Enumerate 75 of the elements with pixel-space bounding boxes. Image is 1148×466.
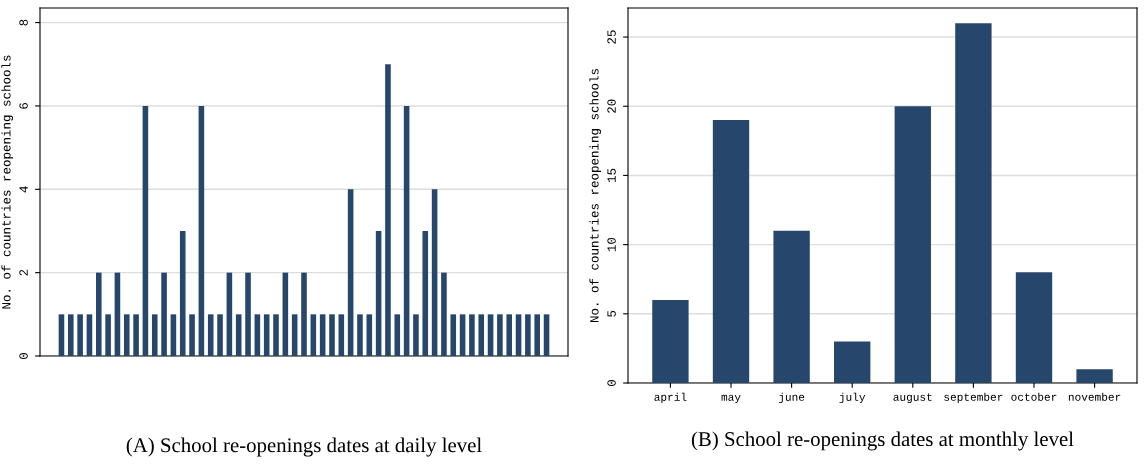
y-tick-label: 4 (19, 186, 28, 193)
y-tick-label: 15 (607, 168, 616, 183)
bar (161, 272, 167, 356)
bar (834, 341, 871, 383)
y-tick-label: 10 (607, 237, 616, 252)
bar (95, 272, 102, 356)
y-axis-title: No. of countries reopening schools (1, 55, 14, 309)
bar (712, 120, 750, 383)
bar (170, 314, 177, 356)
bar (1076, 369, 1113, 383)
bar (450, 314, 457, 356)
bar (543, 314, 550, 356)
bar (151, 314, 158, 356)
bar (329, 314, 335, 356)
bar (1015, 272, 1053, 383)
bar (67, 314, 74, 356)
x-tick-label: april (654, 392, 687, 404)
bar (478, 314, 485, 356)
bar (955, 23, 992, 383)
x-tick-label: september (944, 392, 1003, 404)
bar (357, 314, 363, 356)
bar (497, 314, 503, 356)
bar (422, 230, 429, 356)
bar (310, 314, 317, 356)
bar (263, 314, 270, 356)
text: (A) School re-openings dates at daily level (126, 437, 482, 457)
bar (86, 314, 93, 356)
bar (179, 230, 186, 356)
y-tick-label: 25 (607, 30, 616, 44)
bar (189, 314, 195, 356)
bar (515, 314, 522, 356)
x-tick-label: july (839, 392, 866, 404)
bar (133, 314, 139, 356)
x-tick-label: october (1011, 392, 1057, 401)
bar (254, 314, 261, 356)
y-tick-label: 6 (19, 103, 28, 109)
bar (105, 314, 111, 356)
y-tick-label: 8 (19, 19, 28, 26)
bar (534, 314, 541, 356)
bar (301, 272, 307, 356)
bar (413, 314, 419, 356)
text: (B) School re-openings dates at monthly level (691, 431, 1074, 451)
bar (385, 64, 391, 356)
bar (245, 272, 251, 356)
y-tick-label: 20 (607, 99, 616, 113)
bar (394, 314, 401, 356)
bar (469, 314, 475, 356)
y-tick-label: 5 (607, 310, 616, 317)
bar (366, 314, 373, 356)
bar (338, 314, 345, 356)
bar (525, 314, 531, 356)
bar (217, 314, 223, 356)
bar (77, 314, 83, 356)
bar (506, 314, 513, 356)
bar (207, 314, 214, 356)
bar (773, 230, 810, 383)
bar (58, 314, 65, 356)
bar (291, 314, 298, 356)
y-tick-label: 0 (607, 380, 616, 386)
bar (235, 314, 242, 356)
bar (123, 314, 130, 356)
y-axis-title: No. of countries reopening schools (589, 69, 602, 323)
bar (273, 314, 279, 356)
x-tick-label: august (893, 393, 932, 404)
y-tick-label: 2 (19, 269, 28, 276)
bar (487, 314, 494, 356)
x-tick-label: may (721, 394, 741, 404)
bar (441, 272, 447, 356)
bar (894, 106, 931, 383)
bar (319, 314, 326, 356)
y-tick-label: 0 (19, 353, 28, 359)
x-tick-label: june (778, 392, 805, 404)
x-tick-label: november (1068, 392, 1121, 401)
bar (652, 299, 689, 383)
bar (459, 314, 466, 356)
